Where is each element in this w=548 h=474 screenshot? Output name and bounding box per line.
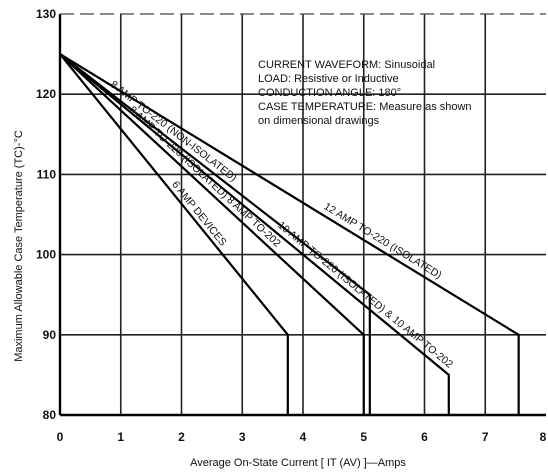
grid — [60, 14, 546, 415]
y-tick-label-120: 120 — [36, 87, 56, 101]
x-tick-label-2: 2 — [178, 430, 185, 444]
note-line-3: CONDUCTION ANGLE: 180° — [258, 87, 401, 99]
series-line-2 — [59, 53, 365, 415]
series-lines — [59, 53, 520, 415]
x-tick-label-3: 3 — [239, 430, 246, 444]
y-axis-title: Maximum Allowable Case Temperature (TC)-… — [13, 130, 25, 362]
x-axis-title: Average On-State Current [ IT (AV) ]—Amp… — [190, 457, 406, 469]
series-line-4 — [59, 53, 450, 415]
series-line-3 — [59, 53, 371, 415]
y-tick-label-100: 100 — [36, 248, 56, 262]
series-line-5 — [59, 53, 520, 415]
x-tick-label-4: 4 — [300, 430, 307, 444]
note-line-1: CURRENT WAVEFORM: Sinusoidal — [258, 59, 435, 71]
x-tick-label-7: 7 — [482, 430, 489, 444]
note-line-5: on dimensional drawings — [258, 115, 380, 127]
waveform-notes: CURRENT WAVEFORM: Sinusoidal LOAD: Resis… — [258, 59, 472, 127]
note-line-2: LOAD: Resistive or Inductive — [258, 73, 399, 85]
x-tick-label-8: 8 — [540, 430, 547, 444]
y-tick-label-130: 130 — [36, 7, 56, 21]
axes — [58, 13, 546, 417]
series-line-1 — [59, 53, 289, 415]
tick-labels: 0 1 2 3 4 5 6 7 8 80 90 100 110 120 130 — [36, 7, 547, 444]
x-tick-label-5: 5 — [360, 430, 367, 444]
x-tick-label-6: 6 — [421, 430, 428, 444]
y-tick-label-80: 80 — [43, 408, 57, 422]
note-line-4: CASE TEMPERATURE: Measure as shown — [258, 101, 472, 113]
x-tick-label-1: 1 — [117, 430, 124, 444]
x-tick-label-0: 0 — [57, 430, 64, 444]
y-tick-label-110: 110 — [37, 167, 57, 181]
y-tick-label-90: 90 — [43, 328, 57, 342]
